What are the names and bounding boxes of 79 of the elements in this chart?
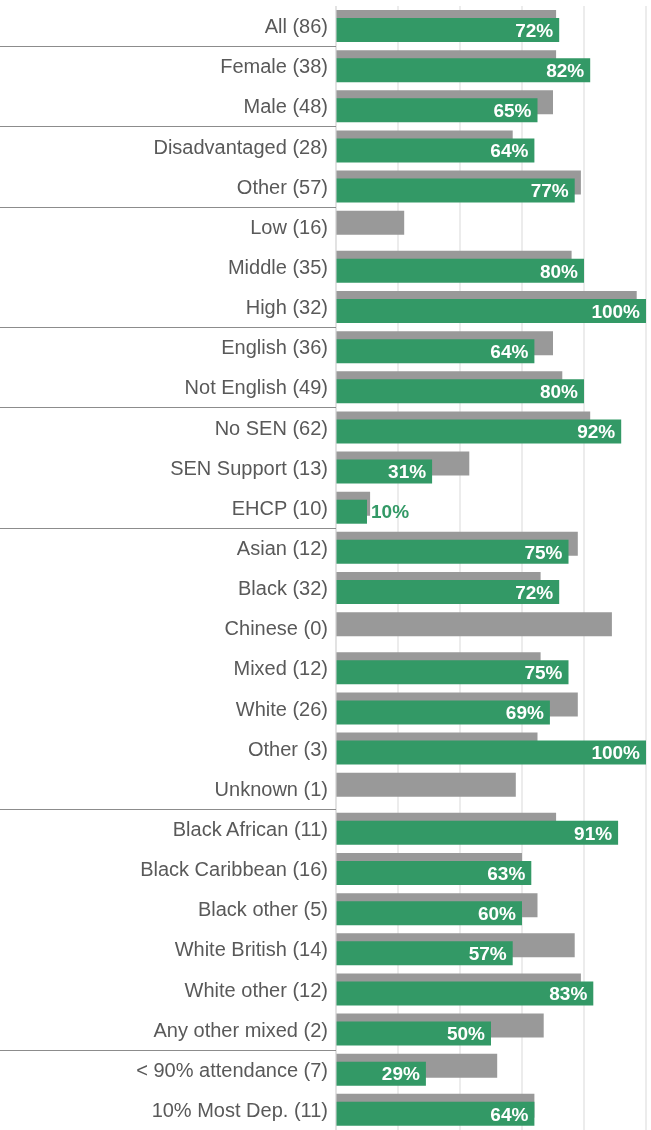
- y-tick-label: Any other mixed (2): [153, 1018, 328, 1041]
- data-label: 80%: [539, 380, 579, 402]
- bar: [336, 178, 575, 203]
- bar: [336, 772, 516, 797]
- data-label: 83%: [549, 983, 588, 1005]
- y-tick-label: Other (57): [236, 175, 328, 198]
- data-label: 91%: [574, 822, 613, 844]
- y-tick-label: EHCP (10): [231, 496, 328, 519]
- data-label: 65%: [493, 99, 532, 121]
- bar: [336, 700, 550, 725]
- data-label: 72%: [515, 581, 554, 603]
- y-tick-label: Asian (12): [236, 537, 328, 560]
- bar: [336, 58, 591, 83]
- data-label: 69%: [505, 702, 544, 724]
- y-tick-label: SEN Support (13): [170, 456, 328, 479]
- y-tick-label: Middle (35): [227, 256, 328, 279]
- y-tick-label: Black Caribbean (16): [140, 858, 328, 881]
- data-label: 64%: [490, 1103, 529, 1125]
- bar: [336, 660, 569, 685]
- y-tick-label: Black (32): [237, 577, 328, 600]
- y-tick-label: Black other (5): [197, 898, 328, 921]
- bar: [336, 210, 405, 235]
- y-tick-label: Disadvantaged (28): [153, 135, 328, 158]
- y-tick-label: White other (12): [184, 978, 328, 1001]
- data-label: 75%: [524, 661, 563, 683]
- y-tick-label: Not English (49): [184, 376, 328, 399]
- bar: [336, 580, 560, 604]
- data-label: 64%: [490, 340, 529, 362]
- bar: [336, 1101, 535, 1126]
- y-tick-label: Unknown (1): [214, 777, 328, 800]
- y-tick-label: Chinese (0): [224, 617, 328, 640]
- y-tick-label: White (26): [235, 697, 328, 720]
- bar: [336, 339, 535, 364]
- bar: [336, 379, 584, 404]
- y-tick-label: < 90% attendance (7): [136, 1058, 328, 1081]
- data-label: 100%: [591, 742, 641, 764]
- bar: [336, 740, 646, 765]
- bar: [336, 98, 538, 123]
- y-tick-label: Low (16): [250, 215, 328, 238]
- bar: [336, 901, 522, 926]
- bar: [336, 981, 594, 1006]
- data-label: 100%: [591, 300, 641, 322]
- data-label: 82%: [546, 59, 585, 81]
- bar: [336, 419, 622, 444]
- y-tick-label: Other (3): [247, 737, 328, 760]
- data-label: 75%: [524, 541, 563, 563]
- y-tick-label: 10% Most Dep. (11): [151, 1099, 328, 1122]
- data-label: 77%: [530, 180, 569, 202]
- bar: [336, 499, 367, 524]
- data-label: 64%: [490, 140, 529, 162]
- data-label: 57%: [468, 942, 507, 964]
- bar: [336, 138, 535, 163]
- data-label: 29%: [381, 1063, 420, 1085]
- data-label: 50%: [446, 1023, 486, 1045]
- y-tick-label: High (32): [245, 296, 328, 319]
- y-tick-label: White British (14): [174, 938, 328, 961]
- bar: [336, 941, 513, 966]
- data-label: 63%: [487, 862, 526, 884]
- y-tick-label: No SEN (62): [214, 416, 328, 439]
- data-label: 10%: [371, 501, 410, 523]
- data-label: 31%: [388, 461, 427, 483]
- bar: [336, 612, 612, 637]
- y-tick-label: English (36): [221, 336, 328, 359]
- y-tick-label: Mixed (12): [233, 657, 328, 680]
- data-label: 80%: [539, 260, 579, 282]
- bar: [336, 1021, 491, 1046]
- bar: [336, 820, 619, 845]
- data-label: 60%: [477, 902, 517, 924]
- y-tick-label: All (86): [264, 15, 328, 38]
- bar: [336, 539, 569, 564]
- data-label: 92%: [577, 421, 616, 443]
- y-tick-label: Male (48): [243, 95, 328, 118]
- y-tick-label: Black African (11): [172, 818, 328, 841]
- bar: [336, 299, 646, 323]
- data-label: 72%: [515, 19, 554, 41]
- bar: [336, 861, 532, 885]
- bar: [336, 258, 584, 283]
- y-tick-label: Female (38): [220, 55, 328, 78]
- bar: [336, 18, 560, 42]
